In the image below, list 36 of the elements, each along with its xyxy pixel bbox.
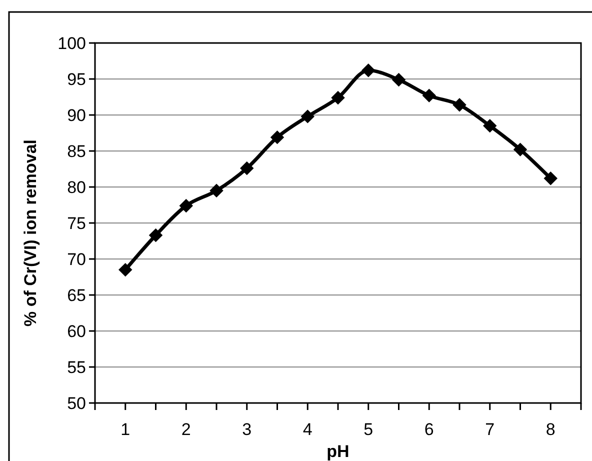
y-axis-title: % of Cr(VI) ion removal bbox=[21, 139, 40, 327]
point bbox=[270, 130, 284, 144]
point bbox=[513, 142, 528, 156]
x-tick-label: 6 bbox=[424, 420, 434, 439]
y-tick-label: 80 bbox=[67, 178, 86, 197]
point bbox=[331, 90, 345, 105]
point bbox=[422, 88, 436, 102]
point bbox=[362, 64, 376, 78]
x-tick-label: 3 bbox=[242, 420, 252, 439]
y-tick-label: 65 bbox=[67, 286, 86, 305]
y-tick-label: 85 bbox=[67, 142, 86, 161]
x-tick-label: 2 bbox=[181, 420, 191, 439]
x-tick-label: 7 bbox=[485, 420, 495, 439]
point bbox=[392, 72, 406, 87]
x-tick-label: 1 bbox=[120, 420, 130, 439]
y-tick-label: 90 bbox=[67, 106, 86, 125]
x-tick-label: 4 bbox=[302, 420, 312, 439]
y-tick-label: 70 bbox=[67, 250, 86, 269]
point bbox=[300, 110, 314, 124]
y-tick-label: 50 bbox=[67, 394, 86, 413]
point bbox=[118, 262, 132, 277]
point bbox=[210, 184, 224, 198]
point bbox=[483, 118, 497, 133]
y-tick-label: 55 bbox=[67, 358, 86, 377]
x-tick-label: 5 bbox=[364, 420, 374, 439]
point bbox=[179, 198, 193, 213]
y-tick-label: 60 bbox=[67, 322, 86, 341]
y-tick-label: 95 bbox=[67, 70, 86, 89]
point bbox=[148, 228, 163, 242]
x-tick-label: 8 bbox=[546, 420, 556, 439]
y-tick-label: 75 bbox=[67, 214, 86, 233]
point bbox=[452, 98, 466, 112]
point bbox=[240, 161, 254, 176]
x-axis-title: pH bbox=[326, 442, 350, 461]
point bbox=[544, 172, 558, 186]
y-tick-label: 100 bbox=[58, 34, 86, 53]
